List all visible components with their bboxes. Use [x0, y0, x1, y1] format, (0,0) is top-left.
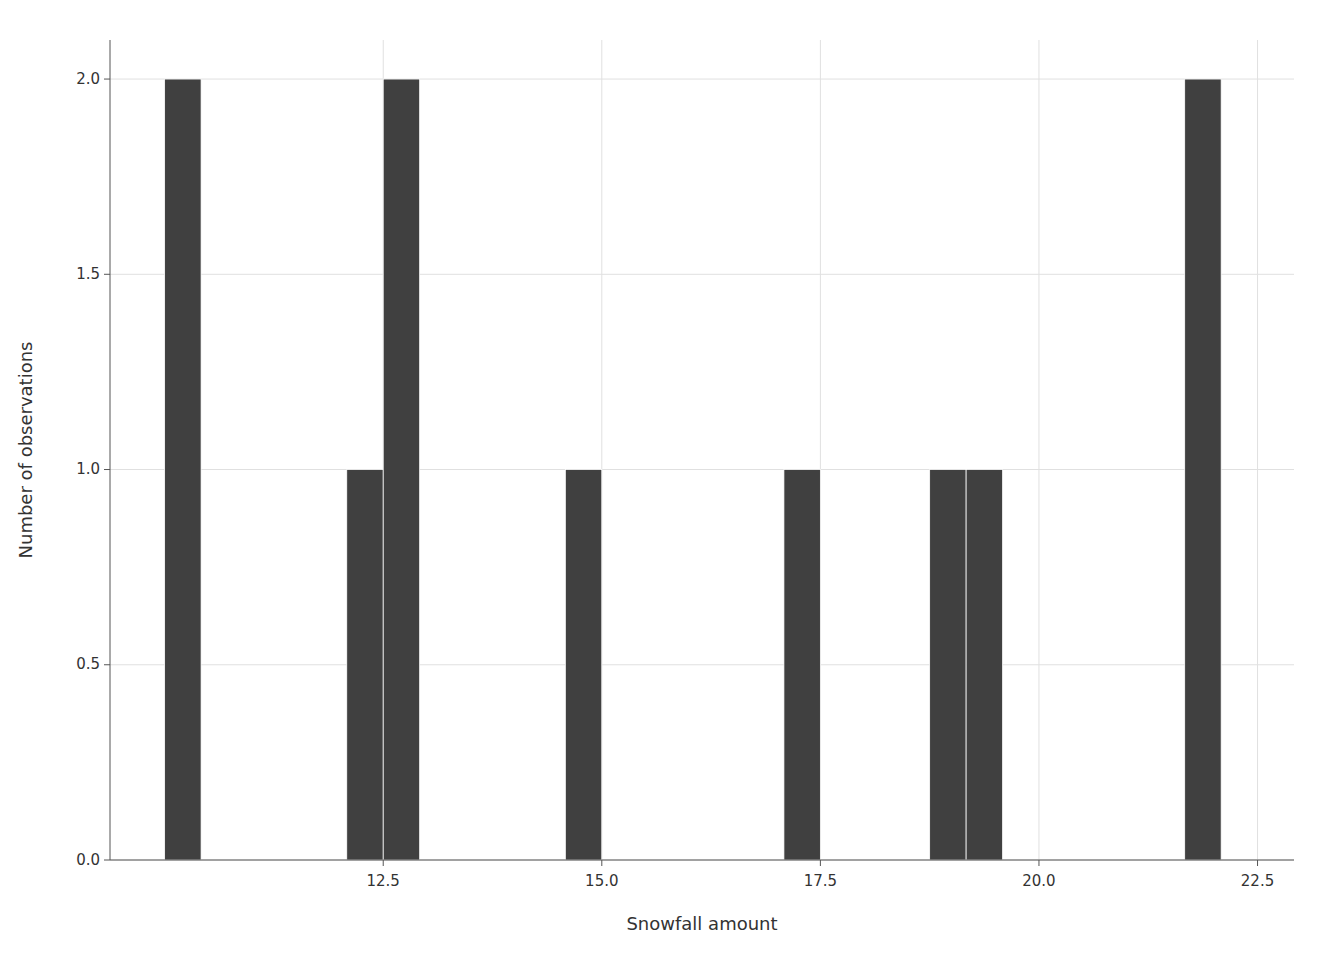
y-tick — [104, 469, 110, 470]
grid — [110, 40, 1294, 860]
bar — [1185, 79, 1221, 860]
bar — [966, 470, 1002, 860]
bar — [383, 79, 419, 860]
y-grid-line — [110, 274, 1294, 275]
bars — [165, 79, 1221, 860]
y-tick-label: 0.5 — [76, 655, 100, 673]
y-tick-label: 1.5 — [76, 265, 100, 283]
y-tick — [104, 664, 110, 665]
y-grid-line — [110, 79, 1294, 80]
x-tick — [1038, 860, 1039, 866]
bar — [347, 470, 383, 860]
x-tick — [1257, 860, 1258, 866]
y-tick-label: 0.0 — [76, 851, 100, 869]
chart-svg: 0.0 0.5 1.0 1.5 2.0 12.5 15.0 17.5 20.0 22.5 Snowf… — [0, 0, 1344, 960]
x-grid-line — [1257, 40, 1258, 860]
y-grid-line — [110, 469, 1294, 470]
x-tick-label: 15.0 — [585, 872, 618, 890]
x-tick — [820, 860, 821, 866]
x-tick-label: 22.5 — [1241, 872, 1274, 890]
x-axis-line — [110, 860, 1294, 861]
x-tick — [601, 860, 602, 866]
axes: 0.0 0.5 1.0 1.5 2.0 12.5 15.0 17.5 20.0 22.5 — [76, 70, 1274, 890]
x-tick-label: 20.0 — [1022, 872, 1055, 890]
x-tick-label: 12.5 — [367, 872, 400, 890]
bar — [784, 470, 820, 860]
y-tick-label: 2.0 — [76, 70, 100, 88]
bar — [165, 79, 201, 860]
x-tick-label: 17.5 — [804, 872, 837, 890]
bar — [930, 470, 966, 860]
x-tick — [383, 860, 384, 866]
y-grid-line — [110, 860, 1294, 861]
y-grid-line — [110, 664, 1294, 665]
y-tick — [104, 274, 110, 275]
bar — [565, 470, 601, 860]
x-grid-line — [1038, 40, 1039, 860]
y-tick — [104, 79, 110, 80]
x-axis-label: Snowfall amount — [626, 913, 777, 934]
y-axis-line — [110, 40, 111, 860]
y-tick-label: 1.0 — [76, 460, 100, 478]
y-axis-label: Number of observations — [15, 342, 36, 559]
y-tick — [104, 860, 110, 861]
chart-container: 0.0 0.5 1.0 1.5 2.0 12.5 15.0 17.5 20.0 22.5 Snowf… — [0, 0, 1344, 960]
